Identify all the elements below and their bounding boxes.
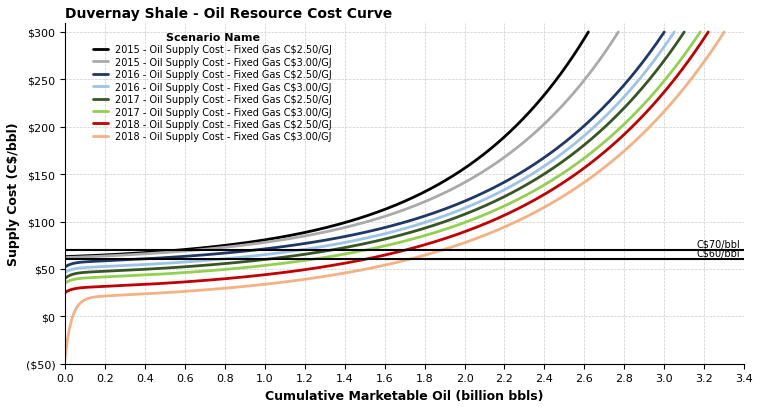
Y-axis label: Supply Cost (C$/bbl): Supply Cost (C$/bbl) (7, 122, 20, 265)
X-axis label: Cumulative Marketable Oil (billion bbls): Cumulative Marketable Oil (billion bbls) (265, 389, 544, 402)
2018 - Oil Supply Cost - Fixed Gas C$3.00/GJ (327, 273, 336, 278)
2015 - Oil Supply Cost - Fixed Gas C$2.50/GJ (420, 190, 429, 195)
Line: 2016 - Oil Supply Cost - Fixed Gas C$3.00/GJ: 2016 - Oil Supply Cost - Fixed Gas C$3.0… (65, 33, 674, 273)
2018 - Oil Supply Cost - Fixed Gas C$2.50/GJ (502, 212, 511, 217)
2016 - Oil Supply Cost - Fixed Gas C$3.00/GJ (60, 271, 69, 276)
2016 - Oil Supply Cost - Fixed Gas C$3.00/GJ (479, 198, 488, 203)
2017 - Oil Supply Cost - Fixed Gas C$3.00/GJ (125, 274, 135, 279)
2018 - Oil Supply Cost - Fixed Gas C$3.00/GJ (513, 219, 522, 224)
Text: C$60/bbl: C$60/bbl (697, 248, 740, 258)
Line: 2016 - Oil Supply Cost - Fixed Gas C$2.50/GJ: 2016 - Oil Supply Cost - Fixed Gas C$2.5… (65, 33, 664, 267)
2018 - Oil Supply Cost - Fixed Gas C$2.50/GJ (321, 265, 330, 270)
2015 - Oil Supply Cost - Fixed Gas C$3.00/GJ (614, 30, 623, 35)
2016 - Oil Supply Cost - Fixed Gas C$2.50/GJ (660, 30, 669, 35)
2015 - Oil Supply Cost - Fixed Gas C$3.00/GJ (502, 154, 511, 159)
Line: 2017 - Oil Supply Cost - Fixed Gas C$3.00/GJ: 2017 - Oil Supply Cost - Fixed Gas C$3.0… (65, 33, 700, 283)
2017 - Oil Supply Cost - Fixed Gas C$2.50/GJ (311, 251, 320, 256)
2017 - Oil Supply Cost - Fixed Gas C$3.00/GJ (496, 205, 505, 210)
Text: Duvernay Shale - Oil Resource Cost Curve: Duvernay Shale - Oil Resource Cost Curve (65, 7, 392, 21)
2016 - Oil Supply Cost - Fixed Gas C$2.50/GJ (325, 238, 334, 243)
2016 - Oil Supply Cost - Fixed Gas C$2.50/GJ (122, 258, 131, 263)
2017 - Oil Supply Cost - Fixed Gas C$3.00/GJ (340, 252, 350, 257)
2016 - Oil Supply Cost - Fixed Gas C$3.00/GJ (546, 160, 556, 164)
2018 - Oil Supply Cost - Fixed Gas C$2.50/GJ (126, 283, 135, 288)
2015 - Oil Supply Cost - Fixed Gas C$3.00/GJ (60, 256, 69, 261)
2016 - Oil Supply Cost - Fixed Gas C$3.00/GJ (122, 263, 131, 268)
2015 - Oil Supply Cost - Fixed Gas C$2.50/GJ (478, 153, 487, 158)
2015 - Oil Supply Cost - Fixed Gas C$2.50/GJ (272, 236, 281, 241)
2017 - Oil Supply Cost - Fixed Gas C$2.50/GJ (333, 247, 342, 252)
2018 - Oil Supply Cost - Fixed Gas C$3.00/GJ (587, 176, 596, 181)
Line: 2018 - Oil Supply Cost - Fixed Gas C$2.50/GJ: 2018 - Oil Supply Cost - Fixed Gas C$2.5… (65, 33, 708, 293)
2017 - Oil Supply Cost - Fixed Gas C$3.00/GJ (695, 30, 705, 35)
2018 - Oil Supply Cost - Fixed Gas C$2.50/GJ (60, 290, 69, 295)
2015 - Oil Supply Cost - Fixed Gas C$3.00/GJ (284, 237, 293, 242)
2017 - Oil Supply Cost - Fixed Gas C$2.50/GJ (60, 276, 69, 281)
2018 - Oil Supply Cost - Fixed Gas C$3.00/GJ (351, 269, 360, 274)
2015 - Oil Supply Cost - Fixed Gas C$2.50/GJ (114, 252, 123, 257)
Line: 2018 - Oil Supply Cost - Fixed Gas C$3.00/GJ: 2018 - Oil Supply Cost - Fixed Gas C$3.0… (65, 33, 724, 359)
2016 - Oil Supply Cost - Fixed Gas C$2.50/GJ (539, 157, 548, 162)
2015 - Oil Supply Cost - Fixed Gas C$3.00/GJ (492, 161, 501, 166)
2016 - Oil Supply Cost - Fixed Gas C$3.00/GJ (307, 246, 316, 251)
2017 - Oil Supply Cost - Fixed Gas C$2.50/GJ (555, 162, 564, 167)
2018 - Oil Supply Cost - Fixed Gas C$3.00/GJ (575, 184, 584, 189)
Text: C$70/bbl: C$70/bbl (696, 238, 740, 249)
2017 - Oil Supply Cost - Fixed Gas C$2.50/GJ (679, 30, 689, 35)
2018 - Oil Supply Cost - Fixed Gas C$2.50/GJ (574, 171, 583, 175)
2016 - Oil Supply Cost - Fixed Gas C$3.00/GJ (536, 167, 545, 172)
2017 - Oil Supply Cost - Fixed Gas C$2.50/GJ (124, 268, 133, 273)
2016 - Oil Supply Cost - Fixed Gas C$2.50/GJ (527, 164, 537, 169)
2016 - Oil Supply Cost - Fixed Gas C$2.50/GJ (60, 265, 69, 270)
2017 - Oil Supply Cost - Fixed Gas C$3.00/GJ (60, 281, 69, 286)
2018 - Oil Supply Cost - Fixed Gas C$3.00/GJ (720, 30, 729, 35)
2017 - Oil Supply Cost - Fixed Gas C$3.00/GJ (567, 165, 576, 170)
2018 - Oil Supply Cost - Fixed Gas C$2.50/GJ (562, 178, 571, 183)
Line: 2017 - Oil Supply Cost - Fixed Gas C$2.50/GJ: 2017 - Oil Supply Cost - Fixed Gas C$2.5… (65, 33, 684, 279)
2018 - Oil Supply Cost - Fixed Gas C$2.50/GJ (704, 30, 713, 35)
2015 - Oil Supply Cost - Fixed Gas C$3.00/GJ (440, 191, 449, 196)
2017 - Oil Supply Cost - Fixed Gas C$3.00/GJ (556, 173, 565, 178)
2015 - Oil Supply Cost - Fixed Gas C$2.50/GJ (291, 232, 300, 237)
2016 - Oil Supply Cost - Fixed Gas C$3.00/GJ (329, 243, 338, 247)
2016 - Oil Supply Cost - Fixed Gas C$3.00/GJ (670, 30, 679, 35)
2015 - Oil Supply Cost - Fixed Gas C$2.50/GJ (469, 160, 478, 165)
2015 - Oil Supply Cost - Fixed Gas C$3.00/GJ (117, 253, 126, 258)
2016 - Oil Supply Cost - Fixed Gas C$2.50/GJ (302, 241, 312, 246)
2017 - Oil Supply Cost - Fixed Gas C$3.00/GJ (318, 256, 327, 261)
2016 - Oil Supply Cost - Fixed Gas C$2.50/GJ (472, 194, 481, 199)
2015 - Oil Supply Cost - Fixed Gas C$2.50/GJ (584, 30, 593, 35)
2015 - Oil Supply Cost - Fixed Gas C$3.00/GJ (304, 233, 313, 238)
Legend: 2015 - Oil Supply Cost - Fixed Gas C$2.50/GJ, 2015 - Oil Supply Cost - Fixed Gas: 2015 - Oil Supply Cost - Fixed Gas C$2.5… (90, 30, 335, 145)
Line: 2015 - Oil Supply Cost - Fixed Gas C$3.00/GJ: 2015 - Oil Supply Cost - Fixed Gas C$3.0… (65, 33, 619, 258)
2017 - Oil Supply Cost - Fixed Gas C$2.50/GJ (543, 170, 553, 175)
Line: 2015 - Oil Supply Cost - Fixed Gas C$2.50/GJ: 2015 - Oil Supply Cost - Fixed Gas C$2.5… (65, 33, 588, 257)
2018 - Oil Supply Cost - Fixed Gas C$3.00/GJ (128, 292, 137, 297)
2015 - Oil Supply Cost - Fixed Gas C$2.50/GJ (60, 254, 69, 259)
2018 - Oil Supply Cost - Fixed Gas C$3.00/GJ (60, 357, 69, 362)
2018 - Oil Supply Cost - Fixed Gas C$2.50/GJ (344, 261, 353, 265)
2017 - Oil Supply Cost - Fixed Gas C$2.50/GJ (486, 202, 495, 207)
